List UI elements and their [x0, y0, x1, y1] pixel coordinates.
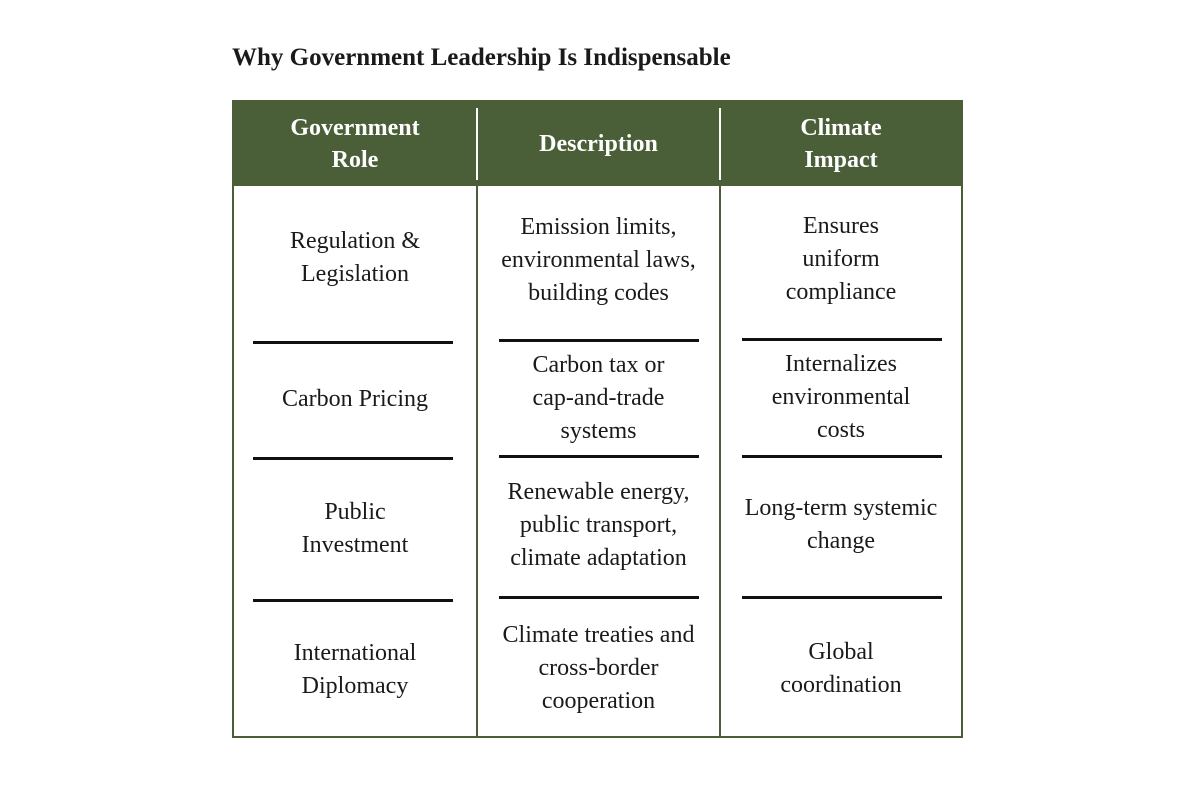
government-roles-table: Government Role Description Climate Impa…: [232, 100, 963, 738]
table-cell-description: Climate treaties and cross-border cooper…: [478, 602, 719, 735]
row-separator: [253, 599, 453, 602]
cell-description-text: Renewable energy, public transport, clim…: [507, 479, 690, 571]
header-description-label: Description: [539, 131, 658, 157]
cell-description-text: Climate treaties and cross-border cooper…: [502, 622, 695, 714]
header-climate-impact: Climate Impact: [721, 102, 961, 186]
column-divider: [719, 186, 721, 736]
column-divider: [476, 186, 478, 736]
cell-description-text: Carbon tax or cap-and-trade systems: [532, 352, 665, 444]
cell-impact-text: Internalizes environmental costs: [771, 350, 911, 443]
table-cell-description: Emission limits, environmental laws, bui…: [478, 194, 719, 326]
header-government-role: Government Role: [234, 102, 476, 186]
cell-role-text: International Diplomacy: [293, 640, 417, 699]
cell-impact-text: Global coordination: [780, 638, 902, 698]
row-separator: [253, 457, 453, 460]
header-description: Description: [478, 102, 719, 186]
table-cell-description: Carbon tax or cap-and-trade systems: [478, 345, 719, 452]
table-cell-impact: Global coordination: [721, 602, 961, 735]
row-separator: [742, 596, 942, 599]
cell-impact-text: Long-term systemic change: [744, 495, 938, 554]
cell-role-text: Public Investment: [301, 499, 409, 558]
table-cell-role: Carbon Pricing: [234, 347, 476, 452]
row-separator: [742, 338, 942, 341]
row-separator: [253, 341, 453, 344]
cell-description-text: Emission limits, environmental laws, bui…: [501, 213, 696, 306]
table-cell-role: Public Investment: [234, 463, 476, 595]
cell-role-text: Regulation & Legislation: [290, 228, 420, 287]
table-cell-impact: Long-term systemic change: [721, 461, 961, 589]
row-separator: [499, 339, 699, 342]
header-column-divider: [476, 108, 478, 180]
table-cell-role: Regulation & Legislation: [234, 194, 476, 322]
row-separator: [499, 455, 699, 458]
cell-impact-text: Ensures uniform compliance: [785, 212, 897, 305]
header-column-divider: [719, 108, 721, 180]
header-government-role-label: Government Role: [290, 115, 420, 173]
row-separator: [742, 455, 942, 458]
cell-role-text: Carbon Pricing: [282, 386, 428, 412]
header-climate-impact-label: Climate Impact: [800, 115, 882, 173]
table-header-row: [234, 102, 961, 186]
table-cell-impact: Internalizes environmental costs: [721, 344, 961, 450]
table-cell-description: Renewable energy, public transport, clim…: [478, 461, 719, 590]
table-cell-impact: Ensures uniform compliance: [721, 194, 961, 324]
table-cell-role: International Diplomacy: [234, 605, 476, 735]
row-separator: [499, 596, 699, 599]
page-title: Why Government Leadership Is Indispensab…: [232, 44, 731, 71]
